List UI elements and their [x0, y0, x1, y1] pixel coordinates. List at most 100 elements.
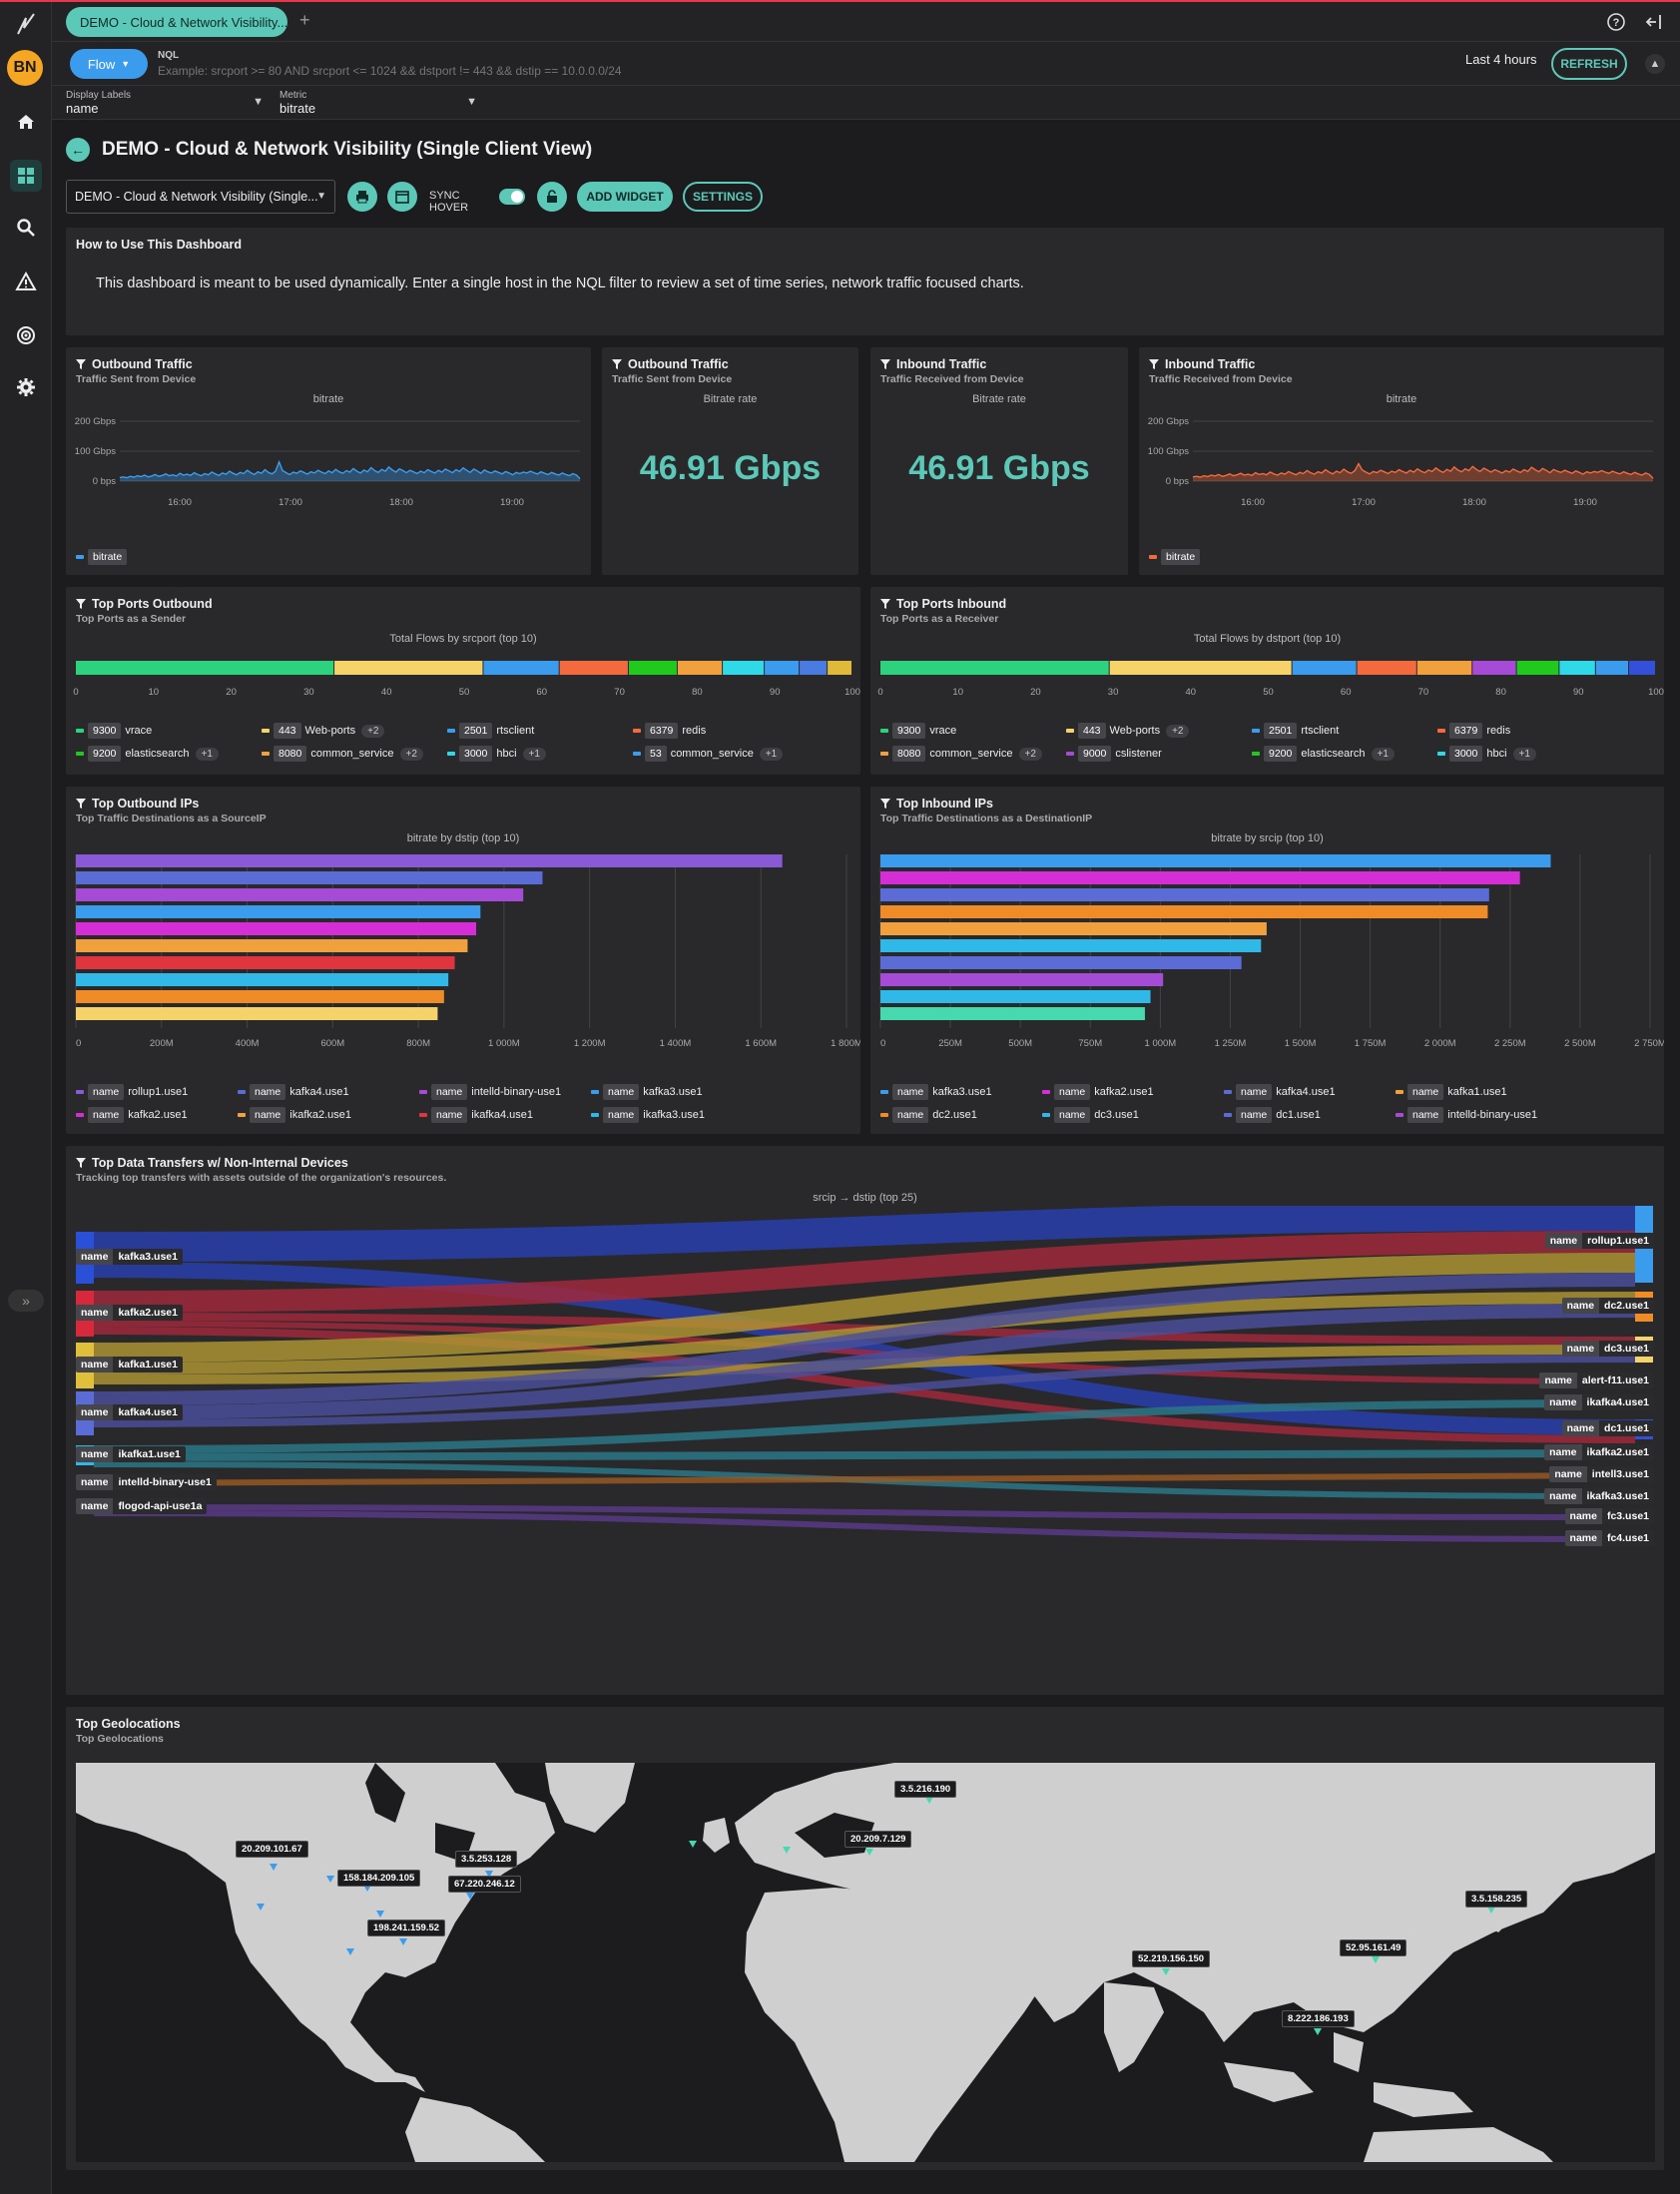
- world-map[interactable]: [76, 1763, 1655, 2162]
- filter-icon[interactable]: [76, 799, 86, 809]
- legend-item[interactable]: bitrate: [76, 549, 128, 565]
- legend-item[interactable]: 8080 common_service +2: [880, 746, 1042, 762]
- legend-item[interactable]: name kafka1.use1: [1396, 1084, 1507, 1100]
- sankey-node-label[interactable]: name intell3.use1: [1549, 1466, 1654, 1482]
- search-icon[interactable]: [10, 212, 42, 244]
- filter-icon[interactable]: [880, 799, 890, 809]
- legend-item[interactable]: 9300 vrace: [880, 723, 956, 739]
- nql-input[interactable]: [158, 62, 1256, 80]
- settings-gear-icon[interactable]: [10, 371, 42, 403]
- legend-item[interactable]: 53 common_service +1: [633, 746, 784, 762]
- geo-ip-label[interactable]: 158.184.209.105: [337, 1870, 421, 1887]
- tab-dashboard[interactable]: DEMO - Cloud & Network Visibility...: [66, 7, 287, 37]
- geo-ip-label[interactable]: 20.209.7.129: [844, 1831, 912, 1848]
- sankey-node-label[interactable]: name ikafka2.use1: [1544, 1444, 1654, 1460]
- geo-ip-label[interactable]: 67.220.246.12: [448, 1876, 521, 1893]
- timeseries-chart[interactable]: 0 bps 100 Gbps 200 Gbps 16:00 17:00 18:00 19:0…: [1139, 407, 1664, 527]
- sankey-node-label[interactable]: name kafka4.use1: [76, 1404, 183, 1420]
- radar-icon[interactable]: [10, 319, 42, 351]
- sankey-node-label[interactable]: name ikafka3.use1: [1544, 1488, 1654, 1504]
- geo-ip-label[interactable]: 3.5.158.235: [1465, 1891, 1528, 1908]
- alert-icon[interactable]: [10, 266, 42, 297]
- legend-item[interactable]: 8080 common_service +2: [262, 746, 423, 762]
- sankey-node-label[interactable]: name fc3.use1: [1564, 1508, 1654, 1524]
- sankey-node-label[interactable]: name kafka3.use1: [76, 1249, 183, 1265]
- legend-more-badge[interactable]: +2: [361, 724, 385, 738]
- legend-item[interactable]: name ikafka4.use1: [419, 1107, 533, 1123]
- legend-item[interactable]: 443 Web-ports +2: [262, 723, 385, 739]
- legend-item[interactable]: name kafka3.use1: [591, 1084, 703, 1100]
- unlock-icon[interactable]: [537, 182, 567, 212]
- display-labels-select[interactable]: Display Labels name ▼: [66, 90, 264, 118]
- legend-item[interactable]: 9200 elasticsearch +1: [76, 746, 219, 762]
- legend-more-badge[interactable]: +2: [1166, 724, 1190, 738]
- sync-hover-toggle[interactable]: [499, 189, 525, 205]
- legend-item[interactable]: 6379 redis: [633, 723, 706, 739]
- refresh-button[interactable]: REFRESH: [1551, 48, 1627, 80]
- legend-item[interactable]: 2501 rtsclient: [447, 723, 534, 739]
- expand-sidebar-icon[interactable]: »: [8, 1290, 44, 1312]
- back-arrow-icon[interactable]: ←: [66, 138, 90, 162]
- legend-item[interactable]: 6379 redis: [1437, 723, 1510, 739]
- legend-item[interactable]: name dc3.use1: [1042, 1107, 1139, 1123]
- legend-item[interactable]: name ikafka2.use1: [238, 1107, 351, 1123]
- add-widget-button[interactable]: ADD WIDGET: [577, 182, 673, 212]
- legend-more-badge[interactable]: +1: [195, 747, 219, 761]
- legend-item[interactable]: 9000 cslistener: [1066, 746, 1162, 762]
- calendar-icon[interactable]: [387, 182, 417, 212]
- legend-item[interactable]: name kafka2.use1: [1042, 1084, 1154, 1100]
- legend-item[interactable]: 9300 vrace: [76, 723, 152, 739]
- geo-ip-label[interactable]: 52.95.161.49: [1340, 1939, 1407, 1956]
- time-range-selector[interactable]: Last 4 hours: [1465, 52, 1537, 67]
- filter-icon[interactable]: [76, 1158, 86, 1168]
- horizontal-bar-chart[interactable]: 0 250M 500M 750M 1 000M 1 250M 1 500M 1 750M 2 0…: [870, 846, 1664, 1066]
- sankey-node-label[interactable]: name intelld-binary-use1: [76, 1474, 217, 1490]
- geo-ip-label[interactable]: 52.219.156.150: [1132, 1950, 1211, 1967]
- sankey-chart[interactable]: [66, 1206, 1664, 1691]
- legend-item[interactable]: name kafka3.use1: [880, 1084, 992, 1100]
- geo-ip-label[interactable]: 198.241.159.52: [367, 1920, 446, 1936]
- legend-item[interactable]: bitrate: [1149, 549, 1201, 565]
- sankey-node-label[interactable]: name flogod-api-use1a: [76, 1498, 208, 1514]
- sankey-node-label[interactable]: name kafka1.use1: [76, 1357, 183, 1372]
- sankey-node-label[interactable]: name fc4.use1: [1564, 1530, 1654, 1546]
- legend-item[interactable]: name intelld-binary-use1: [419, 1084, 561, 1100]
- legend-item[interactable]: name kafka4.use1: [238, 1084, 349, 1100]
- filter-icon[interactable]: [612, 359, 622, 369]
- sankey-node-label[interactable]: name ikafka1.use1: [76, 1446, 186, 1462]
- stacked-bar-chart[interactable]: 0 10 20 30 40 50 60 70 80 90 100: [66, 647, 860, 703]
- chevron-up-icon[interactable]: ▲: [1645, 54, 1665, 74]
- legend-item[interactable]: name kafka4.use1: [1224, 1084, 1336, 1100]
- settings-button[interactable]: SETTINGS: [683, 182, 763, 212]
- filter-icon[interactable]: [76, 599, 86, 609]
- collapse-panel-icon[interactable]: [1644, 12, 1664, 32]
- sankey-node-label[interactable]: name dc3.use1: [1561, 1341, 1654, 1357]
- sankey-node-label[interactable]: name dc2.use1: [1561, 1298, 1654, 1314]
- legend-item[interactable]: name ikafka3.use1: [591, 1107, 705, 1123]
- geo-ip-label[interactable]: 20.209.101.67: [236, 1841, 308, 1858]
- legend-item[interactable]: 9200 elasticsearch +1: [1252, 746, 1395, 762]
- legend-more-badge[interactable]: +2: [1018, 747, 1042, 761]
- geo-ip-label[interactable]: 3.5.253.128: [455, 1851, 518, 1868]
- filter-icon[interactable]: [1149, 359, 1159, 369]
- geo-ip-label[interactable]: 3.5.216.190: [894, 1781, 957, 1798]
- sankey-node-label[interactable]: name rollup1.use1: [1544, 1233, 1654, 1249]
- sankey-node-label[interactable]: name kafka2.use1: [76, 1305, 183, 1321]
- metric-select[interactable]: Metric bitrate ▼: [280, 90, 477, 118]
- legend-more-badge[interactable]: +1: [522, 747, 546, 761]
- legend-item[interactable]: name dc2.use1: [880, 1107, 977, 1123]
- print-icon[interactable]: [347, 182, 377, 212]
- legend-item[interactable]: name intelld-binary-use1: [1396, 1107, 1537, 1123]
- filter-icon[interactable]: [880, 359, 890, 369]
- dashboard-select[interactable]: DEMO - Cloud & Network Visibility (Singl…: [66, 180, 335, 214]
- flow-mode-button[interactable]: Flow ▼: [70, 49, 148, 79]
- legend-more-badge[interactable]: +1: [1512, 747, 1536, 761]
- timeseries-chart[interactable]: 0 bps 100 Gbps 200 Gbps 16:00 17:00 18:00 19:0…: [66, 407, 591, 527]
- help-icon[interactable]: ?: [1606, 12, 1626, 32]
- legend-item[interactable]: 443 Web-ports +2: [1066, 723, 1190, 739]
- legend-more-badge[interactable]: +1: [1371, 747, 1395, 761]
- dashboard-icon[interactable]: [10, 160, 42, 192]
- legend-item[interactable]: name dc1.use1: [1224, 1107, 1321, 1123]
- legend-item[interactable]: 2501 rtsclient: [1252, 723, 1339, 739]
- add-tab-icon[interactable]: +: [299, 10, 310, 30]
